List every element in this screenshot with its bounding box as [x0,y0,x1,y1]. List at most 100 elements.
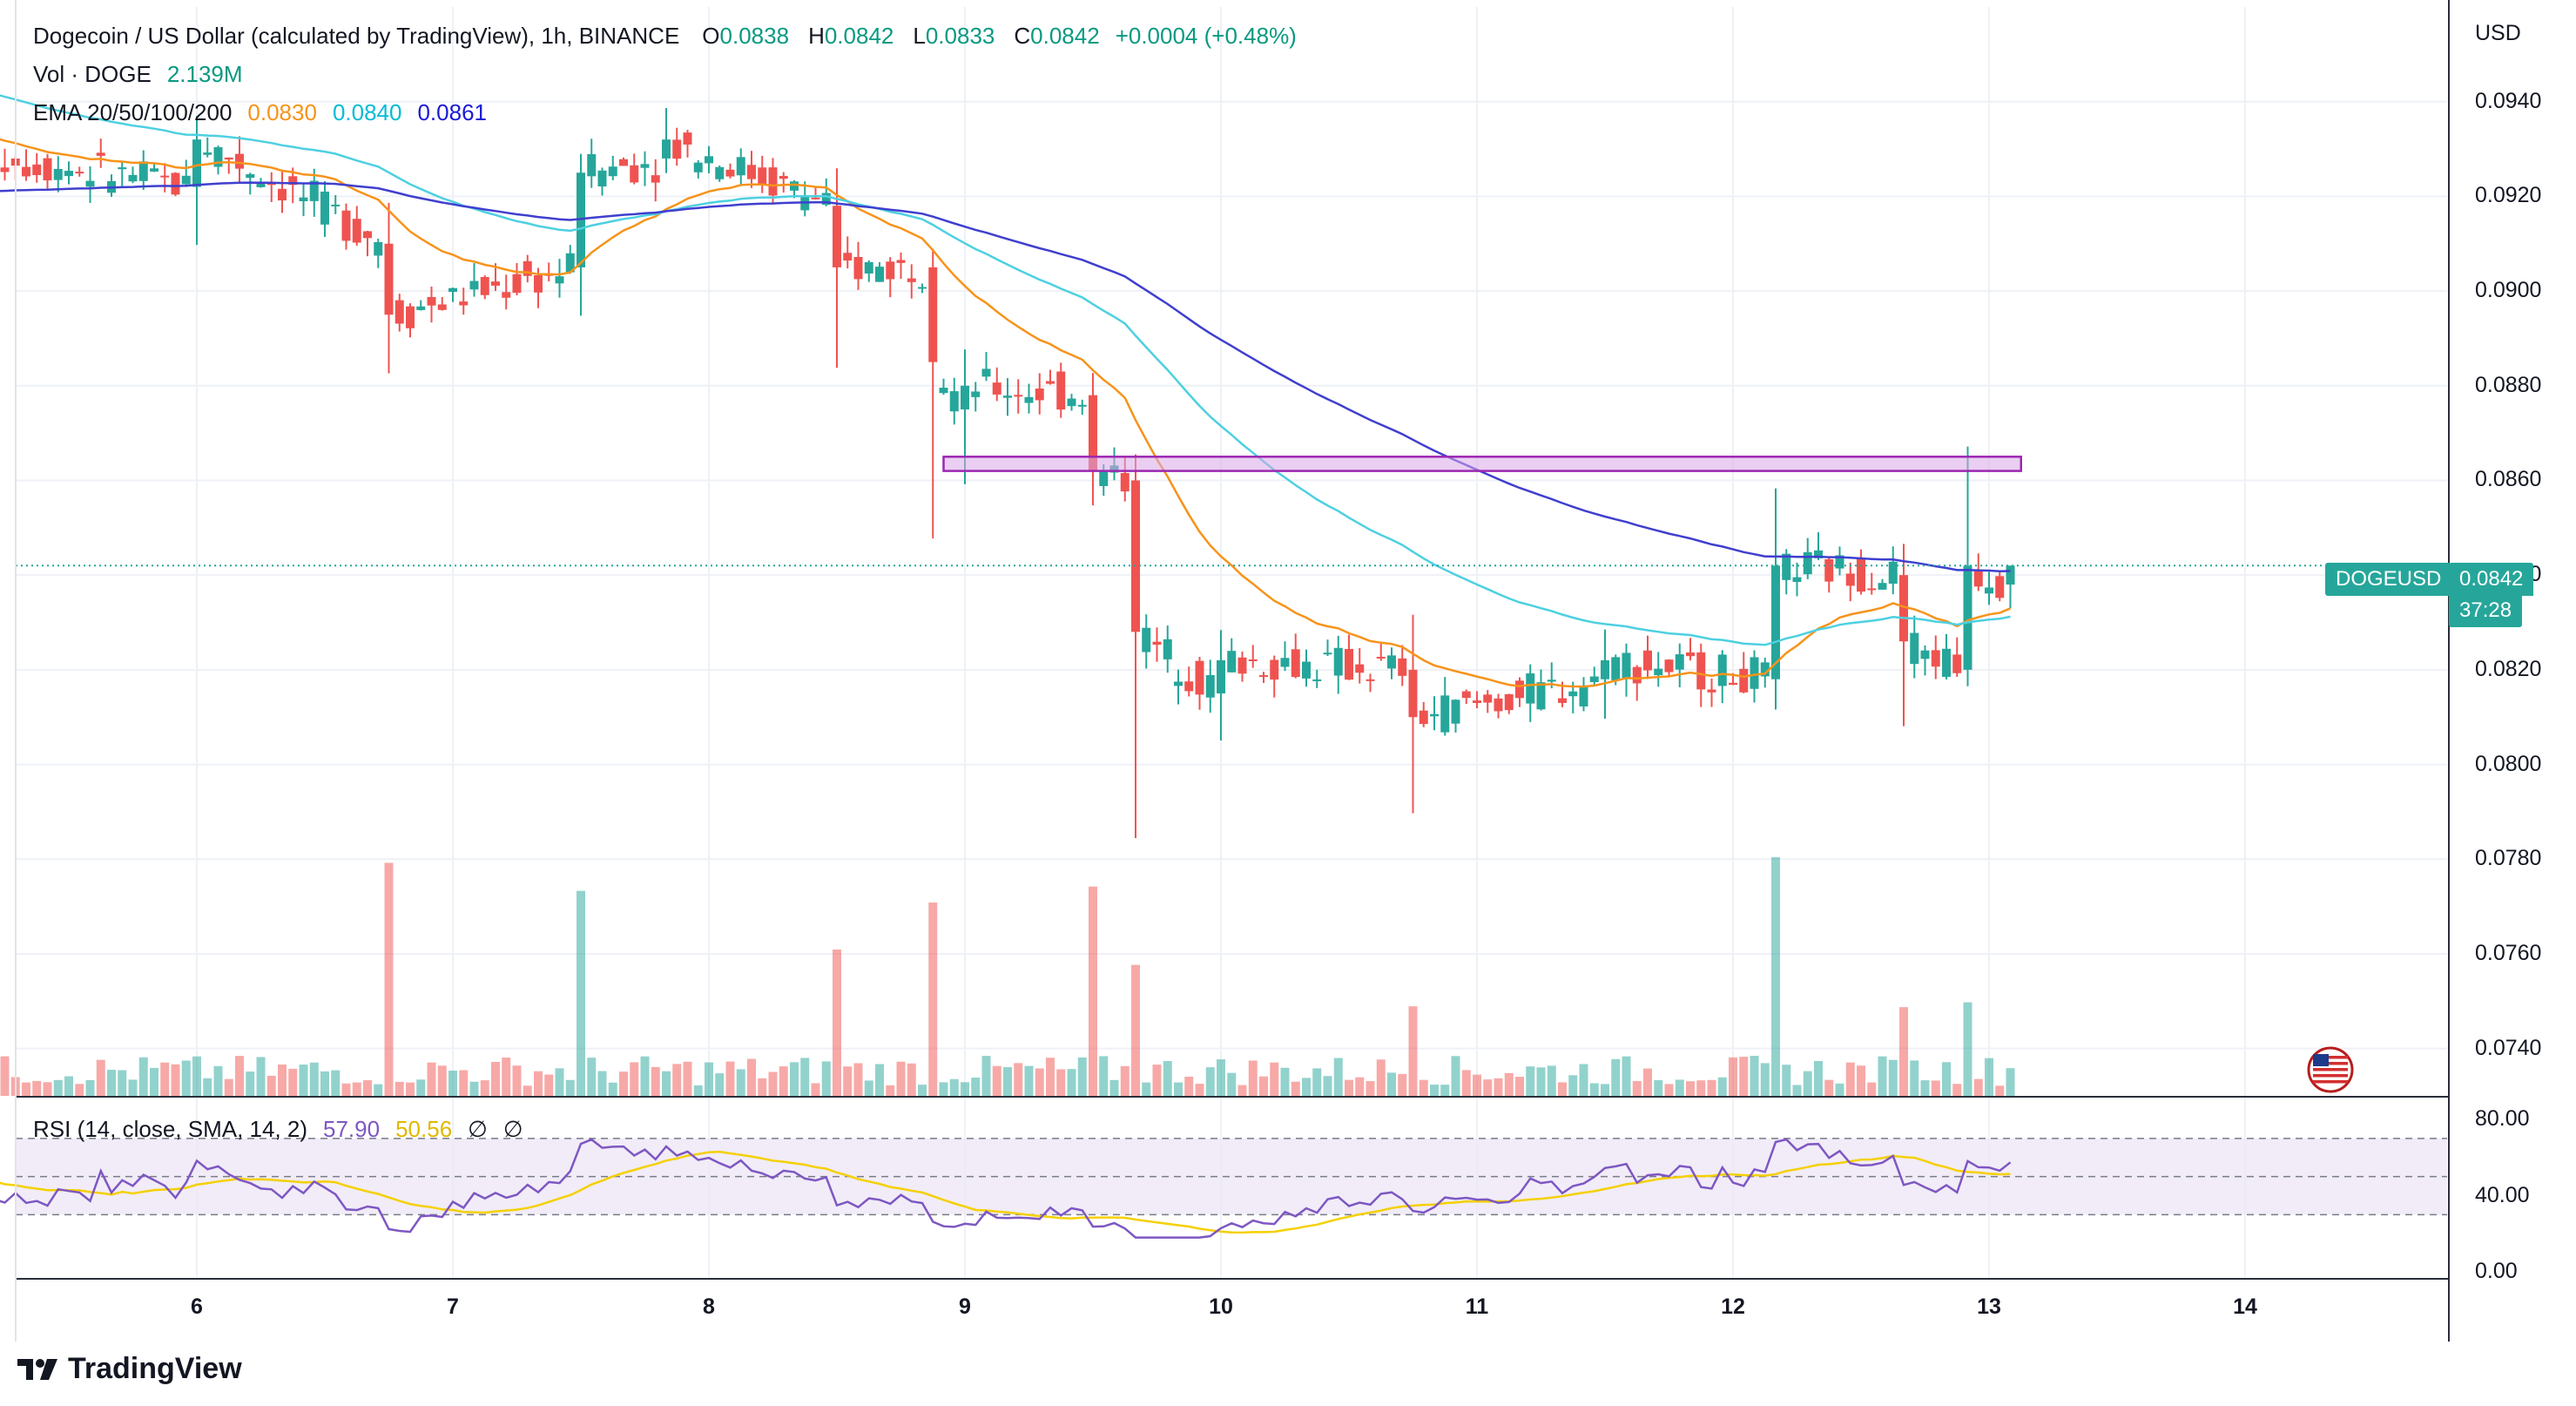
candle-body [128,174,138,182]
candle-body [1760,662,1770,677]
candle-body [1899,575,1908,642]
candle-body [1217,660,1225,694]
volume-bar [1696,1080,1706,1096]
volume-bar [747,1058,756,1096]
volume-bar [672,1064,682,1096]
candle-body [1910,632,1919,665]
volume-value: 2.139M [166,61,243,87]
volume-bar [992,1065,1001,1096]
volume-bar [491,1061,500,1096]
candle-body [469,281,479,290]
volume-bar [1483,1079,1493,1096]
candle-body [1750,657,1759,689]
candle-body [1451,700,1460,724]
candle-body [1952,654,1962,673]
price-tick: 0.0740 [2475,1035,2542,1060]
candle-body [1323,652,1332,655]
candle-body [630,165,639,183]
candle-body [1376,656,1386,659]
candle-body [1174,681,1183,686]
volume-bar [1632,1080,1642,1096]
candle-body [1835,555,1844,569]
volume-bar [1195,1084,1204,1096]
candle-body [736,157,745,176]
candle-body [1473,700,1481,703]
time-tick: 13 [1977,1294,2001,1319]
candle-body [534,274,543,293]
volume-bar [608,1082,617,1096]
candle-body [1845,573,1855,586]
high-label: H [808,23,825,49]
volume-bar [1942,1062,1951,1096]
candle-body [1430,713,1439,717]
legend-rsi-row[interactable]: RSI (14, close, SMA, 14, 2) 57.90 50.56 … [33,1116,523,1143]
candle-body [1131,480,1140,632]
tradingview-logo[interactable]: TradingView [17,1352,242,1386]
volume-bar [459,1070,469,1096]
volume-bar [278,1065,287,1096]
high-value: 0.0842 [824,23,894,49]
volume-bar [779,1066,788,1096]
candle-body [1355,664,1365,673]
candle-body [1675,654,1684,670]
legend-ema-row[interactable]: EMA 20/50/100/200 0.0830 0.0840 0.0861 [33,99,487,126]
candle-body [1280,658,1290,667]
volume-bar [448,1071,457,1096]
candle-body [138,161,148,181]
volume-bar [1654,1079,1663,1096]
brand-name: TradingView [68,1352,242,1385]
volume-bar [630,1062,639,1096]
candle-body [363,231,372,239]
candle-body [1387,655,1396,669]
volume-bar [715,1073,725,1096]
volume-bar [1729,1057,1737,1096]
candle-body [1120,472,1130,492]
candle-body [1942,648,1951,677]
candle-body [181,175,191,185]
volume-bar [896,1061,906,1096]
volume-bar [1217,1059,1225,1096]
volume-bar [406,1082,415,1096]
price-tick: 0.0860 [2475,467,2542,492]
rsi-pane [0,1138,2447,1239]
candle-body [961,385,969,409]
countdown-tag: 37:28 [2449,594,2523,627]
candle-body [1291,649,1300,678]
candle-body [619,159,628,166]
candle-body [1707,689,1716,693]
candle-body [480,276,489,295]
volume-bar [363,1080,372,1096]
volume-bar [1099,1056,1109,1096]
candle-body [246,173,255,179]
volume-bar [693,1085,703,1096]
volume-bar [949,1078,959,1096]
volume-bar [1430,1085,1439,1096]
rsi-value: 57.90 [323,1116,381,1142]
candle-body [1654,668,1663,676]
volume-bar [1089,886,1097,1096]
volume-bar [833,949,841,1096]
legend-volume-row[interactable]: Vol · DOGE 2.139M [33,61,243,88]
candle-body [288,176,298,186]
volume-bar [384,862,394,1096]
candle-body [833,206,841,267]
candle-body [1579,687,1588,706]
candle-body [1568,691,1578,697]
symbol-title[interactable]: Dogecoin / US Dollar (calculated by Trad… [33,23,680,49]
volume-bar [565,1079,575,1096]
candle-body [1205,674,1215,698]
last-price-tag: 0.0842 [2449,563,2534,596]
candle-body [1067,398,1076,407]
volume-bar [352,1082,361,1096]
candle-body [811,197,820,199]
candle-body [608,166,617,177]
volume-bar [480,1080,489,1096]
candle-body [779,175,788,179]
volume-bar [961,1082,969,1096]
volume-bar [1345,1079,1353,1096]
candle-body [725,169,735,177]
volume-bar [107,1070,116,1096]
volume-bar [22,1082,30,1096]
currency-label[interactable]: USD [2475,21,2521,45]
